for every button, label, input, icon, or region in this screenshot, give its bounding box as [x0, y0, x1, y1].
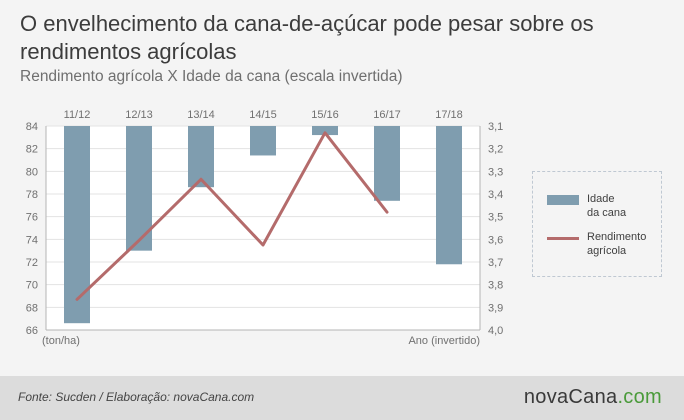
- right-tick-label: 4,0: [488, 325, 503, 337]
- right-tick-label: 3,7: [488, 257, 503, 269]
- chart-canvas: 84 82 80 78 76 74 72 70 68 66 3,1 3,2 3,3 3,4 3,5 3,6 3,…: [26, 109, 504, 347]
- category-label: 12/13: [125, 109, 153, 121]
- line-series-rendimento: [75, 131, 389, 301]
- right-tick-label: 3,4: [488, 189, 503, 201]
- right-tick-label: 3,6: [488, 234, 503, 246]
- bar: [64, 126, 90, 324]
- right-tick-label: 3,8: [488, 280, 503, 292]
- left-tick-label: 72: [26, 257, 38, 269]
- right-tick-label: 3,9: [488, 302, 503, 314]
- category-label: 11/12: [64, 109, 91, 121]
- source-note: Fonte: Sucden / Elaboração: novaCana.com: [18, 390, 255, 404]
- right-tick-label: 3,2: [488, 144, 503, 156]
- right-axis-unit-label: Ano (invertido): [408, 335, 480, 347]
- right-tick-label: 3,1: [488, 121, 503, 133]
- left-tick-label: 66: [26, 325, 38, 337]
- plot-area: [46, 126, 480, 330]
- legend-line-label: Rendimento agrícola: [587, 230, 667, 258]
- left-tick-label: 78: [26, 189, 38, 201]
- left-tick-label: 76: [26, 212, 38, 224]
- legend-bar-label: Idade da cana: [587, 192, 667, 220]
- bar: [250, 126, 276, 156]
- right-tick-label: 3,3: [488, 166, 503, 178]
- chart-subtitle: Rendimento agrícola X Idade da cana (esc…: [20, 68, 403, 85]
- category-label: 15/16: [311, 109, 339, 121]
- brand-name: novaCana: [523, 386, 618, 408]
- category-label: 14/15: [249, 109, 277, 121]
- brand-suffix: .com: [617, 386, 662, 408]
- chart-title: O envelhecimento da cana-de-açúcar pode …: [20, 11, 594, 64]
- category-label: 13/14: [187, 109, 215, 121]
- left-tick-label: 84: [26, 121, 38, 133]
- legend-bar-swatch: [547, 195, 579, 205]
- footer-bar: Fonte: Sucden / Elaboração: novaCana.com…: [0, 376, 684, 420]
- legend-line-swatch: [547, 237, 579, 240]
- chart-legend: Idade da cana Rendimento agrícola: [532, 171, 662, 277]
- category-label: 17/18: [435, 109, 463, 121]
- bar: [188, 126, 214, 188]
- bar: [374, 126, 400, 201]
- brand-logo[interactable]: novaCana.com: [524, 386, 662, 409]
- left-axis-unit-label: (ton/ha): [42, 335, 80, 347]
- category-label: 16/17: [373, 109, 401, 121]
- left-tick-label: 68: [26, 302, 38, 314]
- legend-line-label-line1: Rendimento: [587, 231, 647, 243]
- bar: [312, 126, 338, 136]
- left-tick-label: 82: [26, 144, 38, 156]
- left-tick-label: 74: [26, 234, 38, 246]
- legend-bar-label-line1: Idade: [587, 193, 615, 205]
- right-tick-label: 3,5: [488, 212, 503, 224]
- legend-bar-label-line2: da cana: [587, 207, 627, 219]
- left-tick-label: 70: [26, 280, 38, 292]
- bar: [436, 126, 462, 265]
- legend-line-label-line2: agrícola: [587, 245, 627, 257]
- left-tick-label: 80: [26, 166, 38, 178]
